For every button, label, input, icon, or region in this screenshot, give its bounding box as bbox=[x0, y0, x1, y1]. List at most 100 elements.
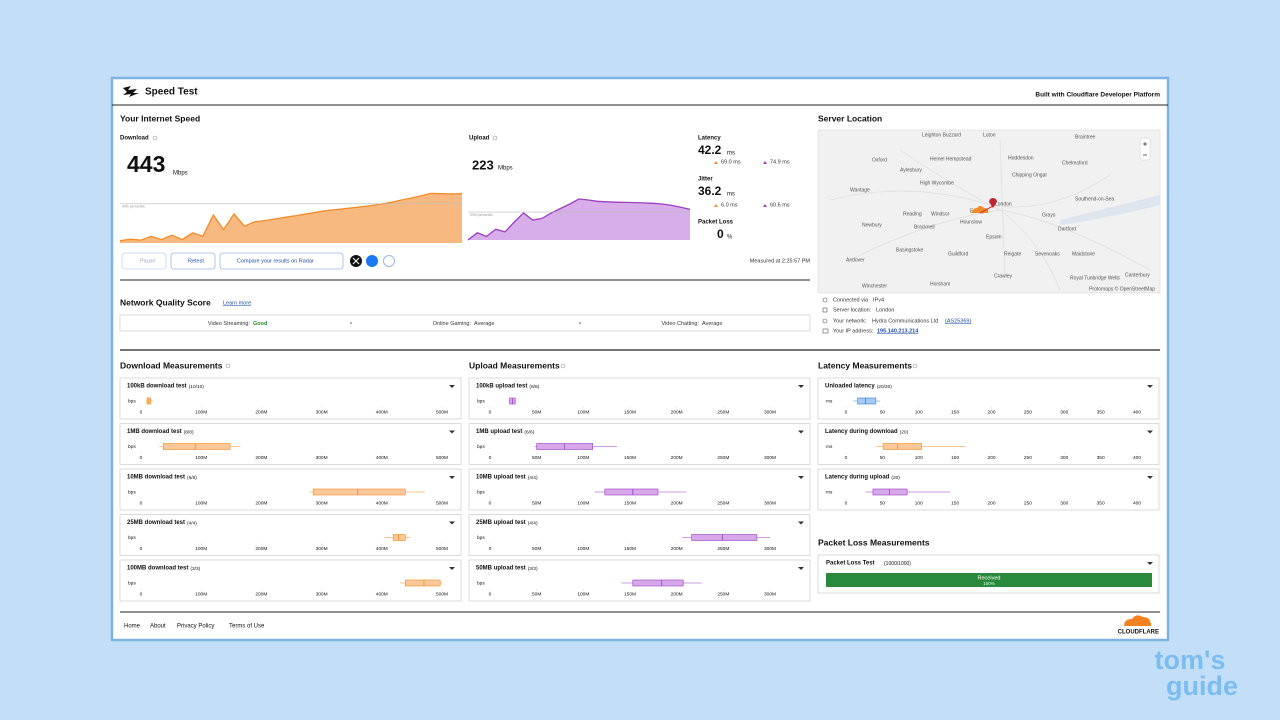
chevron[interactable] bbox=[1147, 476, 1153, 479]
test-card bbox=[468, 423, 811, 465]
radar-button[interactable] bbox=[219, 252, 344, 270]
tick-label: 300M bbox=[316, 455, 328, 461]
tick-label: 200M bbox=[255, 591, 267, 597]
map-label: Reading bbox=[903, 211, 922, 217]
box bbox=[882, 443, 922, 450]
map-label: Canterbury bbox=[1125, 272, 1150, 278]
box bbox=[162, 443, 231, 450]
test-count: (3/3) bbox=[190, 566, 200, 572]
unit-label: bps bbox=[128, 489, 136, 495]
map-label: Andover bbox=[846, 257, 865, 263]
map-label: Luton bbox=[983, 132, 996, 138]
unit-label: bps bbox=[128, 580, 136, 586]
estuary bbox=[1060, 195, 1160, 225]
latency-value: 42.2 bbox=[698, 143, 722, 157]
line bbox=[467, 198, 691, 241]
test-name: 100kB upload test bbox=[476, 384, 527, 390]
test-count: (6/6) bbox=[524, 429, 534, 435]
x-icon bbox=[352, 257, 360, 265]
tick-label: 200M bbox=[255, 500, 267, 506]
tick-label: 200M bbox=[671, 409, 683, 415]
jitter-unit: ms bbox=[727, 192, 735, 198]
section-title: Packet Loss Measurements bbox=[818, 537, 930, 547]
tick-label: 250M bbox=[717, 455, 729, 461]
zoom-control[interactable] bbox=[1139, 137, 1151, 161]
icon bbox=[822, 307, 828, 313]
footer-link[interactable]: Terms of Use bbox=[229, 624, 265, 630]
map-label: Newbury bbox=[862, 222, 882, 228]
test-card bbox=[817, 377, 1160, 420]
retest-label: Retest bbox=[188, 258, 204, 264]
watermark: guide bbox=[1166, 671, 1238, 701]
tick-label: 300M bbox=[764, 455, 776, 461]
quality-label: Video Chatting: bbox=[661, 321, 699, 327]
tick-label: 200 bbox=[987, 409, 995, 415]
asn-link[interactable]: (AS25369) bbox=[945, 318, 971, 324]
tick-label: 500M bbox=[436, 591, 448, 597]
jitter-label: Jitter bbox=[698, 177, 713, 183]
test-card bbox=[119, 377, 462, 420]
footer-link[interactable]: Home bbox=[124, 624, 141, 630]
chevron[interactable] bbox=[798, 430, 804, 434]
tick-label: 400M bbox=[376, 409, 388, 415]
test-name: Packet Loss Test bbox=[826, 561, 875, 567]
map-labels: Leighton Buzzard Luton Braintree Hemel H… bbox=[846, 132, 1155, 292]
test-name: Latency during upload bbox=[825, 475, 890, 481]
box bbox=[691, 534, 758, 541]
chevron[interactable] bbox=[798, 567, 804, 570]
line bbox=[119, 192, 463, 242]
info-icon bbox=[492, 135, 498, 141]
test-count: (3/3) bbox=[528, 566, 538, 572]
chevron[interactable] bbox=[449, 430, 455, 434]
received-percent: 100% bbox=[983, 581, 995, 586]
server-pin bbox=[989, 198, 997, 208]
quality-label: Video Streaming: bbox=[208, 321, 251, 327]
test-count: (20) bbox=[900, 429, 909, 435]
chevron[interactable] bbox=[449, 567, 455, 570]
map-label: Sevenoaks bbox=[1035, 251, 1060, 257]
test-name: 100kB download test bbox=[127, 384, 187, 390]
pause-label: Pause bbox=[140, 258, 156, 264]
download-results[interactable] bbox=[383, 255, 395, 267]
chevron[interactable] bbox=[1147, 562, 1153, 565]
footer-link[interactable]: Privacy Policy bbox=[177, 624, 214, 630]
tick-label: 250 bbox=[1024, 409, 1032, 415]
test-name: 10MB upload test bbox=[476, 475, 526, 481]
box bbox=[857, 397, 877, 405]
map-label: Aylesbury bbox=[900, 167, 922, 173]
chevron[interactable] bbox=[449, 476, 455, 479]
chevron[interactable] bbox=[449, 385, 455, 388]
learn-more[interactable]: Learn more bbox=[223, 300, 251, 306]
tick-label: 0 bbox=[140, 455, 143, 461]
facebook-share[interactable] bbox=[366, 255, 378, 267]
test-name: 10MB download test bbox=[127, 475, 185, 481]
retest-button[interactable] bbox=[170, 252, 216, 270]
loss-unit: % bbox=[727, 235, 733, 241]
box bbox=[312, 488, 406, 496]
test-card bbox=[468, 377, 811, 420]
tick-label: 0 bbox=[489, 455, 492, 461]
map-label: Horsham bbox=[930, 281, 950, 287]
box bbox=[604, 488, 659, 496]
chevron[interactable] bbox=[449, 521, 455, 525]
tick-label: 200 bbox=[987, 500, 995, 506]
pause-button[interactable] bbox=[121, 252, 167, 270]
quality-value: Average bbox=[702, 321, 722, 327]
chevron[interactable] bbox=[798, 521, 804, 525]
chevron[interactable] bbox=[1147, 430, 1153, 434]
footer-link[interactable]: About bbox=[150, 624, 166, 630]
chevron[interactable] bbox=[798, 385, 804, 388]
icon bbox=[822, 318, 828, 324]
jitter-value: 36.2 bbox=[698, 184, 722, 198]
chevron[interactable] bbox=[798, 476, 804, 479]
map-label: Epsom bbox=[986, 234, 1002, 240]
test-count: (20/20) bbox=[877, 384, 893, 390]
generated: 90th percentile 90th percentile Download M… bbox=[119, 192, 1160, 602]
brand-cloud bbox=[1124, 615, 1151, 626]
test-name: 1MB upload test bbox=[476, 429, 522, 435]
chevron[interactable] bbox=[1147, 385, 1153, 388]
test-name: 1MB download test bbox=[127, 429, 182, 435]
info-icon bbox=[152, 135, 158, 141]
tick-label: 100 bbox=[915, 409, 923, 415]
server-info: Connected via IPv4 Server location: Lond… bbox=[822, 297, 971, 334]
